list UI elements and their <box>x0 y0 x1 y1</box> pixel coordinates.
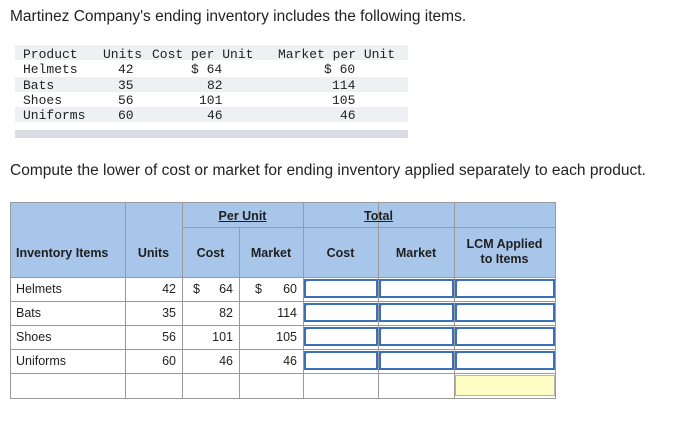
input-indicator-icon <box>304 279 309 284</box>
data-cell-units: 60 <box>118 108 134 123</box>
total-cost-input[interactable] <box>304 279 378 298</box>
item-unit-cost: 64 <box>219 282 233 296</box>
question-instruction: Compute the lower of cost or market for … <box>10 162 646 179</box>
grid-line <box>11 277 555 278</box>
item-units: 35 <box>162 306 176 320</box>
column-header-inventory-items: Inventory Items <box>16 246 109 260</box>
grid-line <box>378 203 379 398</box>
grid-line <box>125 203 126 398</box>
per-unit-group-header: Per Unit <box>218 209 267 223</box>
lcm-total-input[interactable] <box>455 375 555 396</box>
grid-line <box>303 203 304 398</box>
item-unit-cost: 46 <box>219 354 233 368</box>
data-cell-product: Shoes <box>23 93 63 108</box>
input-indicator-icon <box>379 327 384 332</box>
dollar-sign: $ <box>255 282 262 296</box>
data-cell-product: Helmets <box>23 62 78 77</box>
grid-line <box>182 227 555 228</box>
column-header-units: Units <box>137 246 170 260</box>
data-table-header-stripe <box>15 45 408 60</box>
column-header-market: Market <box>250 246 292 260</box>
lcm-applied-input[interactable] <box>455 327 555 346</box>
grid-line <box>11 373 555 374</box>
column-header-total-cost: Cost <box>326 246 355 260</box>
item-units: 60 <box>162 354 176 368</box>
item-units: 42 <box>162 282 176 296</box>
input-indicator-icon <box>304 351 309 356</box>
data-cell-product: Bats <box>23 78 55 93</box>
input-indicator-icon <box>455 351 460 356</box>
data-cell-cost: 82 <box>207 78 223 93</box>
data-header-units: Units <box>103 47 143 62</box>
column-header-cost: Cost <box>196 246 225 260</box>
lcm-answer-table: Per Unit Total Inventory Items Units Cos… <box>10 202 556 399</box>
lcm-applied-input[interactable] <box>455 279 555 298</box>
data-cell-units: 42 <box>118 62 134 77</box>
data-cell-product: Uniforms <box>23 108 86 123</box>
input-indicator-icon <box>379 351 384 356</box>
grid-line <box>239 227 240 398</box>
column-header-total-market: Market <box>395 246 437 260</box>
data-cell-cost: 46 <box>207 108 223 123</box>
item-unit-cost: 101 <box>212 330 233 344</box>
input-indicator-icon <box>455 279 460 284</box>
total-cost-input[interactable] <box>304 303 378 322</box>
item-units: 56 <box>162 330 176 344</box>
data-cell-cost: 101 <box>199 93 223 108</box>
total-market-input[interactable] <box>379 279 454 298</box>
data-cell-market: 105 <box>332 93 356 108</box>
item-unit-cost: 82 <box>219 306 233 320</box>
data-header-product: Product <box>23 47 78 62</box>
total-group-header: Total <box>364 209 393 223</box>
item-unit-market: 60 <box>283 282 297 296</box>
data-cell-units: 56 <box>118 93 134 108</box>
answer-table-header <box>11 203 555 277</box>
input-indicator-icon <box>379 279 384 284</box>
data-table-row-stripe <box>15 77 408 92</box>
data-cell-cost: $ 64 <box>191 62 223 77</box>
input-indicator-icon <box>455 327 460 332</box>
input-indicator-icon <box>304 327 309 332</box>
grid-line <box>182 203 183 398</box>
dollar-sign: $ <box>193 282 200 296</box>
data-table-footer-stripe <box>15 130 408 138</box>
grid-line <box>11 325 555 326</box>
column-header-lcm-applied: LCM Applied to Items <box>466 237 543 266</box>
data-header-market-per-unit: Market per Unit <box>278 47 396 62</box>
total-cost-input[interactable] <box>304 351 378 370</box>
grid-line <box>11 349 555 350</box>
input-indicator-icon <box>304 303 309 308</box>
total-market-input[interactable] <box>379 303 454 322</box>
inventory-data-table: Product Units Cost per Unit Market per U… <box>15 45 408 140</box>
lcm-applied-input[interactable] <box>455 303 555 322</box>
question-intro: Martinez Company's ending inventory incl… <box>10 8 467 25</box>
lcm-applied-input[interactable] <box>455 351 555 370</box>
input-indicator-icon <box>455 303 460 308</box>
item-name: Uniforms <box>16 354 67 368</box>
item-name: Bats <box>16 306 42 320</box>
total-cost-input[interactable] <box>304 327 378 346</box>
item-unit-market: 105 <box>276 330 297 344</box>
total-market-input[interactable] <box>379 327 454 346</box>
grid-line <box>454 203 455 398</box>
item-unit-market: 114 <box>277 306 297 320</box>
data-table-row-stripe <box>15 107 408 122</box>
data-cell-market: 114 <box>332 78 356 93</box>
item-name: Shoes <box>16 330 52 344</box>
total-market-input[interactable] <box>379 351 454 370</box>
data-cell-units: 35 <box>118 78 134 93</box>
grid-line <box>11 301 555 302</box>
item-unit-market: 46 <box>283 354 297 368</box>
input-indicator-icon <box>379 303 384 308</box>
data-cell-market: $ 60 <box>324 62 356 77</box>
item-name: Helmets <box>16 282 62 296</box>
data-header-cost-per-unit: Cost per Unit <box>152 47 254 62</box>
data-cell-market: 46 <box>340 108 356 123</box>
